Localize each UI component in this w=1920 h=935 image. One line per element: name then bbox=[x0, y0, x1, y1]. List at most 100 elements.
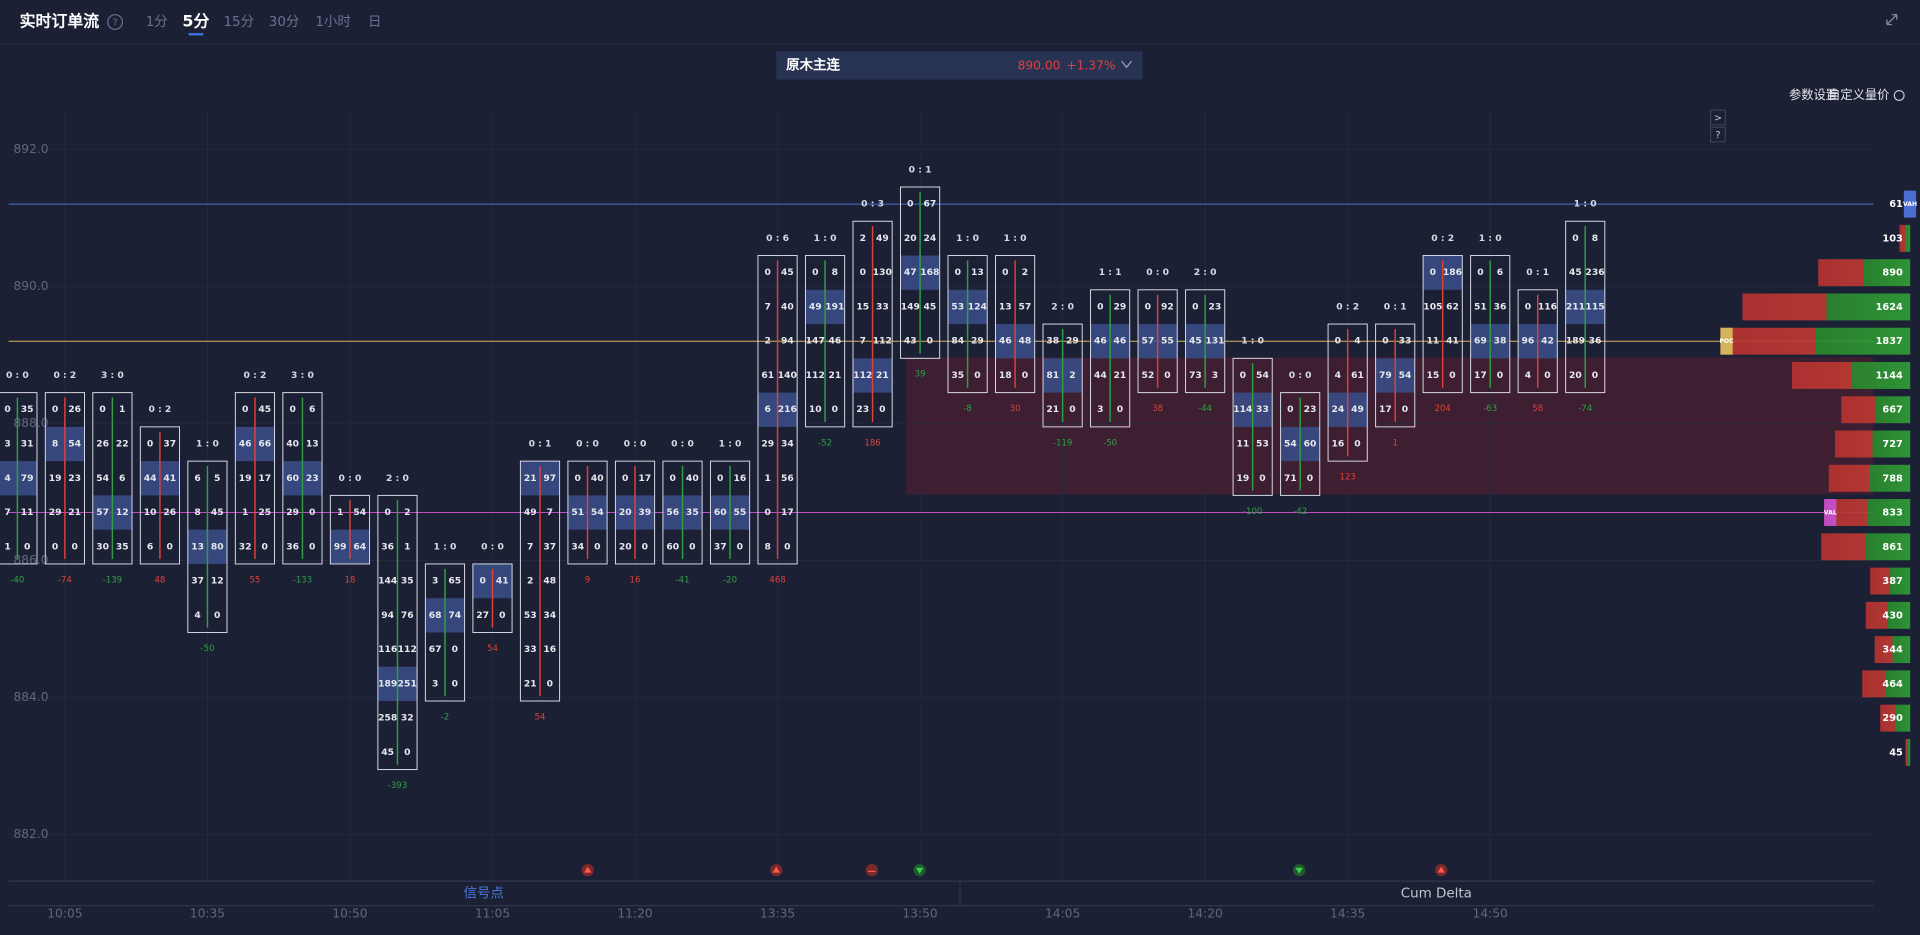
ask-volume: 13 bbox=[306, 439, 319, 450]
bid-volume: 18 bbox=[999, 370, 1012, 381]
footprint-column: 21 97 49 7 7 37 2 48 53 34 33 16 21 0 0 : 1 54 bbox=[519, 439, 561, 722]
column-delta: 186 bbox=[864, 438, 880, 448]
candle-box bbox=[377, 494, 418, 771]
help-icon[interactable] bbox=[107, 14, 124, 30]
candle-box bbox=[1375, 323, 1416, 428]
candle-box bbox=[709, 460, 751, 565]
ask-volume: 251 bbox=[398, 678, 417, 689]
interval-tab[interactable]: 30分 bbox=[269, 14, 300, 30]
bid-volume: 147 bbox=[806, 336, 825, 347]
ask-volume: 22 bbox=[116, 439, 129, 450]
ask-volume: 0 bbox=[262, 541, 268, 552]
bid-volume: 149 bbox=[901, 301, 920, 312]
imbalance-ratio: 0 : 0 bbox=[576, 439, 599, 450]
ask-volume: 32 bbox=[401, 713, 414, 724]
ask-volume: 54 bbox=[353, 507, 366, 518]
imbalance-ratio: 1 : 0 bbox=[1479, 233, 1502, 244]
candle-box bbox=[662, 460, 703, 565]
imbalance-ratio: 0 : 0 bbox=[1289, 370, 1312, 381]
ask-volume: 0 bbox=[879, 404, 885, 415]
bid-volume: 0 bbox=[765, 507, 771, 518]
profile-marker-label: VAH bbox=[1903, 201, 1917, 208]
bid-volume: 0 bbox=[717, 473, 723, 484]
interval-tab[interactable]: 1分 bbox=[146, 14, 168, 30]
profile-bar bbox=[1874, 636, 1911, 664]
footprint-column: 0 6 51 36 69 38 17 0 1 : 0 -63 bbox=[1470, 233, 1511, 414]
cum-delta-tab[interactable]: Cum Delta bbox=[1401, 886, 1472, 901]
price-tick-label: 892.0 bbox=[13, 142, 48, 156]
bid-volume: 0 bbox=[1430, 267, 1436, 278]
footprint-column: 0 23 45 131 73 3 2 : 0 -44 bbox=[1185, 267, 1226, 414]
price-tick-label: 886.0 bbox=[13, 553, 48, 567]
imbalance-ratio: 3 : 0 bbox=[291, 370, 314, 381]
ask-volume: 0 bbox=[1544, 370, 1550, 381]
footprint-column: 0 353 314 797 111 00 : 0-40 bbox=[0, 370, 38, 585]
bid-volume: 32 bbox=[239, 541, 252, 552]
bid-volume: 37 bbox=[191, 576, 204, 587]
ask-volume: 8 bbox=[1592, 233, 1598, 244]
bid-volume: 20 bbox=[619, 507, 632, 518]
interval-tab[interactable]: 15分 bbox=[223, 14, 254, 30]
settings-button[interactable]: 参数设置 bbox=[1789, 87, 1838, 102]
ask-volume: 12 bbox=[116, 507, 129, 518]
bid-volume: 19 bbox=[49, 473, 62, 484]
help-text[interactable]: ? bbox=[112, 18, 117, 29]
collapse-icon[interactable] bbox=[1886, 14, 1898, 26]
bid-volume: 54 bbox=[1284, 439, 1297, 450]
time-tick-label: 10:50 bbox=[332, 907, 367, 921]
bid-volume: 7 bbox=[765, 301, 771, 312]
profile-value: 1144 bbox=[1876, 370, 1903, 381]
ask-volume: 54 bbox=[1256, 370, 1269, 381]
side-button[interactable] bbox=[1710, 126, 1726, 143]
ask-volume: 0 bbox=[594, 541, 600, 552]
column-delta: -50 bbox=[1103, 438, 1117, 448]
instrument-price: 890.00 bbox=[1018, 59, 1061, 73]
signal[interactable] bbox=[865, 864, 878, 877]
ask-volume: 2 bbox=[404, 507, 410, 518]
profile-value: 890 bbox=[1882, 268, 1903, 279]
bid-volume: 0 bbox=[812, 267, 818, 278]
bid-volume: 0 bbox=[765, 267, 771, 278]
side-button-label[interactable]: ? bbox=[1715, 130, 1720, 141]
bid-volume: 0 bbox=[1002, 267, 1008, 278]
profile-value: 464 bbox=[1882, 679, 1903, 690]
candle-box bbox=[187, 460, 228, 633]
side-button[interactable] bbox=[1710, 109, 1726, 126]
ask-volume: 61 bbox=[1351, 370, 1364, 381]
imbalance-ratio: 1 : 0 bbox=[434, 541, 457, 552]
ask-volume: 67 bbox=[923, 199, 936, 210]
footprint-column: 0 54 114 33 11 53 19 0 1 : 0 -100 bbox=[1232, 336, 1273, 517]
footprint-column: 0 8 49 191 147 46 112 21 10 0 1 : 0 -52 bbox=[804, 233, 846, 448]
footprint-column: 0 8 45 236 211 115 189 36 20 0 1 : 0 -74 bbox=[1565, 199, 1606, 414]
instrument-selector[interactable] bbox=[776, 51, 1143, 80]
bid-volume: 46 bbox=[239, 439, 252, 450]
ask-volume: 3 bbox=[1212, 370, 1218, 381]
footprint-column: 0 23 54 60 71 0 0 : 0 -42 bbox=[1280, 370, 1321, 517]
ask-volume: 0 bbox=[309, 541, 315, 552]
ask-volume: 97 bbox=[543, 473, 556, 484]
signal-tab[interactable]: 信号点 bbox=[463, 885, 503, 901]
profile-value: 727 bbox=[1882, 439, 1903, 450]
side-button-label[interactable]: > bbox=[1714, 113, 1722, 124]
interval-tab[interactable]: 日 bbox=[368, 15, 381, 30]
custom-volume-button[interactable]: 自定义量价 bbox=[1828, 87, 1889, 102]
ask-volume: 0 bbox=[452, 644, 458, 655]
ask-volume: 49 bbox=[1351, 404, 1364, 415]
imbalance-ratio: 0 : 2 bbox=[1431, 233, 1454, 244]
signal-arrow bbox=[1295, 867, 1303, 874]
bid-volume: 6 bbox=[765, 404, 771, 415]
bid-volume: 0 bbox=[99, 404, 105, 415]
ask-volume: 42 bbox=[1541, 336, 1554, 347]
candle-box bbox=[900, 186, 941, 359]
column-delta: -119 bbox=[1053, 438, 1072, 448]
bid-volume: 94 bbox=[381, 610, 394, 621]
interval-tab[interactable]: 1小时 bbox=[315, 14, 350, 30]
profile-bar bbox=[1899, 224, 1911, 252]
ask-volume: 55 bbox=[1161, 336, 1174, 347]
candle-box bbox=[0, 392, 38, 565]
ask-volume: 8 bbox=[832, 267, 838, 278]
bid-volume: 21 bbox=[1046, 404, 1059, 415]
interval-tab[interactable]: 5分 bbox=[182, 12, 209, 31]
column-delta: -133 bbox=[293, 575, 312, 585]
